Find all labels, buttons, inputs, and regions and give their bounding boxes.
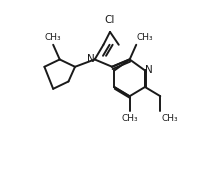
Text: CH₃: CH₃ (121, 114, 138, 123)
Text: Cl: Cl (105, 15, 115, 25)
Text: CH₃: CH₃ (136, 33, 153, 42)
Text: CH₃: CH₃ (161, 114, 178, 123)
Text: N: N (145, 65, 153, 75)
Text: CH₃: CH₃ (44, 33, 61, 42)
Text: N: N (86, 53, 94, 63)
